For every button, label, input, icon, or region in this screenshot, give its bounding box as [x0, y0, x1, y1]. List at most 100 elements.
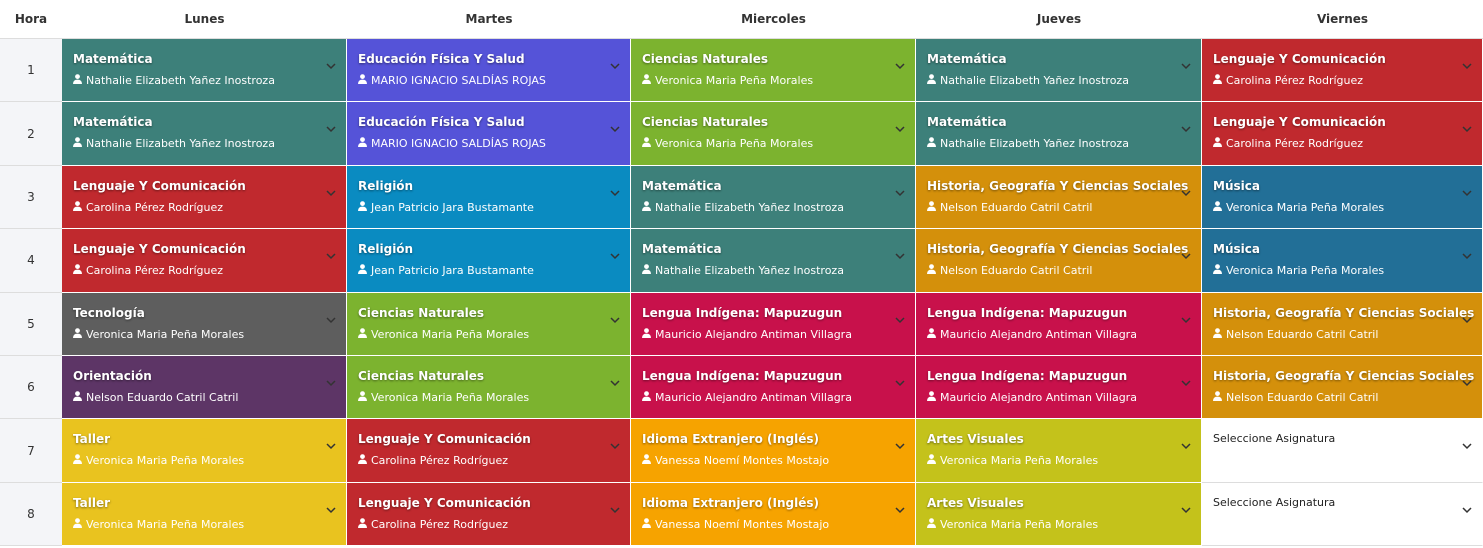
teacher-name: Vanessa Noemí Montes Mostajo [655, 454, 830, 468]
dropdown-chevron[interactable] [1462, 55, 1472, 74]
schedule-cell[interactable]: Ciencias Naturales Veronica Maria Peña Mo… [347, 355, 631, 420]
dropdown-chevron[interactable] [610, 309, 620, 328]
schedule-cell[interactable]: Lengua Indígena: Mapuzugun Mauricio Aleja… [916, 355, 1202, 420]
dropdown-chevron[interactable] [895, 435, 905, 454]
schedule-cell[interactable]: Orientación Nelson Eduardo Catril Catril [62, 355, 347, 420]
dropdown-chevron[interactable] [610, 435, 620, 454]
dropdown-chevron[interactable] [610, 499, 620, 518]
hour-label: 5 [0, 292, 62, 356]
schedule-cell[interactable]: Lenguaje Y Comunicación Carolina Pérez Ro… [347, 419, 631, 483]
dropdown-chevron[interactable] [1181, 372, 1191, 391]
dropdown-chevron[interactable] [1181, 499, 1191, 518]
teacher-row: Nathalie Elizabeth Yañez Inostroza [642, 264, 905, 277]
teacher-name: Carolina Pérez Rodríguez [371, 517, 509, 531]
schedule-cell[interactable]: Lenguaje Y Comunicación Carolina Pérez Ro… [1202, 102, 1483, 166]
schedule-cell[interactable]: Taller Veronica Maria Peña Morales [62, 482, 347, 547]
schedule-cell[interactable]: Idioma Extranjero (Inglés) Vanessa Noemí … [631, 482, 916, 547]
schedule-cell[interactable]: Matemática Nathalie Elizabeth Yañez Inost… [916, 39, 1202, 103]
user-icon [927, 264, 936, 277]
user-icon [927, 200, 936, 214]
teacher-row: Mauricio Alejandro Antiman Villagra [927, 328, 1191, 341]
dropdown-chevron[interactable] [1181, 435, 1191, 454]
schedule-cell[interactable]: Matemática Nathalie Elizabeth Yañez Inost… [916, 102, 1202, 166]
schedule-cell[interactable]: Educación Física Y Salud MARIO IGNACIO SA… [347, 39, 631, 103]
dropdown-chevron[interactable] [1181, 118, 1191, 137]
dropdown-chevron[interactable] [326, 435, 336, 454]
schedule-cell[interactable]: Ciencias Naturales Veronica Maria Peña Mo… [631, 102, 916, 166]
subject-name: Ciencias Naturales [642, 52, 769, 66]
schedule-cell[interactable]: Taller Veronica Maria Peña Morales [62, 419, 347, 483]
user-icon [73, 517, 82, 531]
dropdown-chevron[interactable] [1462, 309, 1472, 328]
schedule-cell[interactable]: Lenguaje Y Comunicación Carolina Pérez Ro… [62, 229, 347, 293]
schedule-cell[interactable]: Lenguaje Y Comunicación Carolina Pérez Ro… [1202, 39, 1483, 103]
schedule-cell[interactable]: Seleccione Asignatura [1202, 419, 1483, 483]
teacher-row: Veronica Maria Peña Morales [358, 328, 620, 341]
dropdown-chevron[interactable] [326, 55, 336, 74]
dropdown-chevron[interactable] [610, 118, 620, 137]
schedule-cell[interactable]: Ciencias Naturales Veronica Maria Peña Mo… [631, 39, 916, 103]
dropdown-chevron[interactable] [1462, 118, 1472, 137]
schedule-cell[interactable]: Religión Jean Patricio Jara Bustamante [347, 165, 631, 230]
schedule-cell[interactable]: Educación Física Y Salud MARIO IGNACIO SA… [347, 102, 631, 166]
dropdown-chevron[interactable] [895, 372, 905, 391]
dropdown-chevron[interactable] [1462, 182, 1472, 201]
dropdown-chevron[interactable] [326, 309, 336, 328]
schedule-cell[interactable]: Matemática Nathalie Elizabeth Yañez Inost… [631, 165, 916, 230]
schedule-cell[interactable]: Ciencias Naturales Veronica Maria Peña Mo… [347, 292, 631, 356]
schedule-cell[interactable]: Historia, Geografía Y Ciencias Sociales N… [916, 165, 1202, 230]
dropdown-chevron[interactable] [1462, 245, 1472, 264]
schedule-cell[interactable]: Lenguaje Y Comunicación Carolina Pérez Ro… [62, 165, 347, 230]
dropdown-chevron[interactable] [1181, 55, 1191, 74]
dropdown-chevron[interactable] [1462, 435, 1472, 454]
dropdown-chevron[interactable] [326, 499, 336, 518]
dropdown-chevron[interactable] [610, 55, 620, 74]
teacher-row: Nathalie Elizabeth Yañez Inostroza [927, 137, 1191, 150]
dropdown-chevron[interactable] [1181, 182, 1191, 201]
schedule-cell[interactable]: Historia, Geografía Y Ciencias Sociales N… [1202, 292, 1483, 356]
schedule-cell[interactable]: Idioma Extranjero (Inglés) Vanessa Noemí … [631, 419, 916, 483]
dropdown-chevron[interactable] [610, 182, 620, 201]
teacher-name: Nelson Eduardo Catril Catril [940, 200, 1093, 214]
schedule-cell[interactable]: Artes Visuales Veronica Maria Peña Morale… [916, 482, 1202, 547]
dropdown-chevron[interactable] [1462, 499, 1472, 518]
dropdown-chevron[interactable] [326, 182, 336, 201]
subject-placeholder[interactable]: Seleccione Asignatura [1213, 495, 1336, 509]
schedule-cell[interactable]: Lengua Indígena: Mapuzugun Mauricio Aleja… [631, 292, 916, 356]
schedule-cell[interactable]: Historia, Geografía Y Ciencias Sociales N… [1202, 355, 1483, 420]
user-icon [927, 391, 936, 404]
schedule-cell[interactable]: Lenguaje Y Comunicación Carolina Pérez Ro… [347, 482, 631, 547]
schedule-cell[interactable]: Historia, Geografía Y Ciencias Sociales N… [916, 229, 1202, 293]
schedule-cell[interactable]: Religión Jean Patricio Jara Bustamante [347, 229, 631, 293]
dropdown-chevron[interactable] [1181, 309, 1191, 328]
schedule-cell[interactable]: Música Veronica Maria Peña Morales [1202, 229, 1483, 293]
dropdown-chevron[interactable] [895, 499, 905, 518]
user-icon [927, 517, 936, 531]
dropdown-chevron[interactable] [1181, 245, 1191, 264]
dropdown-chevron[interactable] [610, 372, 620, 391]
teacher-name: Nathalie Elizabeth Yañez Inostroza [940, 74, 1129, 87]
teacher-name: Mauricio Alejandro Antiman Villagra [655, 390, 852, 404]
dropdown-chevron[interactable] [895, 245, 905, 264]
schedule-cell[interactable]: Tecnología Veronica Maria Peña Morales [62, 292, 347, 356]
teacher-name: Nathalie Elizabeth Yañez Inostroza [655, 200, 844, 214]
dropdown-chevron[interactable] [895, 118, 905, 137]
schedule-cell[interactable]: Música Veronica Maria Peña Morales [1202, 165, 1483, 230]
dropdown-chevron[interactable] [326, 372, 336, 391]
schedule-cell[interactable]: Lengua Indígena: Mapuzugun Mauricio Aleja… [631, 355, 916, 420]
schedule-cell[interactable]: Matemática Nathalie Elizabeth Yañez Inost… [62, 102, 347, 166]
dropdown-chevron[interactable] [610, 245, 620, 264]
schedule-cell[interactable]: Matemática Nathalie Elizabeth Yañez Inost… [631, 229, 916, 293]
schedule-cell[interactable]: Lengua Indígena: Mapuzugun Mauricio Aleja… [916, 292, 1202, 356]
dropdown-chevron[interactable] [895, 182, 905, 201]
schedule-cell[interactable]: Matemática Nathalie Elizabeth Yañez Inost… [62, 39, 347, 103]
schedule-cell[interactable]: Seleccione Asignatura [1202, 482, 1483, 547]
hour-label: 4 [0, 229, 62, 293]
dropdown-chevron[interactable] [326, 245, 336, 264]
dropdown-chevron[interactable] [1462, 372, 1472, 391]
dropdown-chevron[interactable] [895, 55, 905, 74]
schedule-cell[interactable]: Artes Visuales Veronica Maria Peña Morale… [916, 419, 1202, 483]
dropdown-chevron[interactable] [895, 309, 905, 328]
dropdown-chevron[interactable] [326, 118, 336, 137]
subject-placeholder[interactable]: Seleccione Asignatura [1213, 432, 1336, 446]
